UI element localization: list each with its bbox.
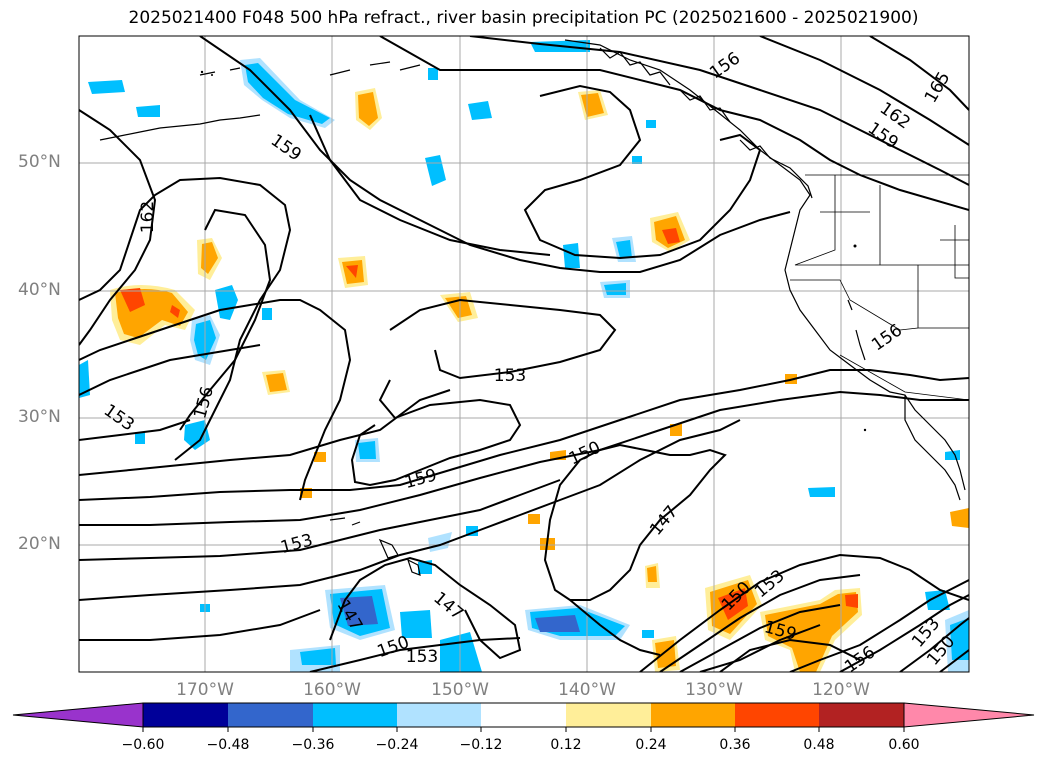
map-gridlines xyxy=(79,36,969,672)
colorbar-segment xyxy=(228,703,313,727)
latitude-label: 50°N xyxy=(18,152,61,172)
map-plot-area: 156 165 162 159 159 162 156 153 156 153 … xyxy=(79,36,969,672)
colorbar-tick-label: −0.48 xyxy=(206,737,250,753)
colorbar-tick-label: 0.60 xyxy=(888,737,920,753)
colorbar-tick-label: −0.36 xyxy=(291,737,335,753)
colorbar-segment xyxy=(819,703,904,727)
colorbar-tick-label: −0.24 xyxy=(375,737,419,753)
latitude-label: 20°N xyxy=(18,534,61,554)
political-boundaries xyxy=(790,174,969,401)
longitude-label: 160°W xyxy=(303,680,361,700)
colorbar-tick-label: −0.12 xyxy=(459,737,503,753)
colorbar-frame xyxy=(142,702,905,728)
colorbar-tick-label: 0.48 xyxy=(803,737,835,753)
longitude-label: 130°W xyxy=(685,680,743,700)
colorbar-segment xyxy=(313,703,397,727)
contour-label: 162 xyxy=(138,201,158,233)
precipitation-shading xyxy=(79,40,969,672)
longitude-label: 150°W xyxy=(431,680,489,700)
colorbar-segment xyxy=(735,703,819,727)
plot-frame xyxy=(78,35,970,673)
contour-label: 153 xyxy=(494,366,526,386)
colorbar-left-arrow xyxy=(12,702,144,728)
colorbar-tick-label: 0.24 xyxy=(635,737,667,753)
colorbar-tick-label: −0.60 xyxy=(121,737,165,753)
colorbar-right-arrow xyxy=(903,702,1035,728)
longitude-label: 170°W xyxy=(176,680,234,700)
longitude-label: 120°W xyxy=(812,680,870,700)
longitude-label: 140°W xyxy=(558,680,616,700)
colorbar-tick-label: 0.36 xyxy=(719,737,751,753)
geopotential-contours xyxy=(79,36,969,672)
map-title: 2025021400 F048 500 hPa refract., river … xyxy=(128,8,919,28)
island-markers xyxy=(200,70,867,432)
colorbar-segment xyxy=(397,703,481,727)
latitude-label: 40°N xyxy=(18,280,61,300)
contour-label: 153 xyxy=(406,647,438,667)
colorbar-segment xyxy=(651,703,735,727)
colorbar xyxy=(12,702,1035,732)
colorbar-segment xyxy=(143,703,228,727)
colorbar-ticks xyxy=(142,727,905,732)
colorbar-segment xyxy=(566,703,651,727)
latitude-label: 30°N xyxy=(18,407,61,427)
colorbar-segment xyxy=(481,703,566,727)
colorbar-tick-label: 0.12 xyxy=(550,737,582,753)
